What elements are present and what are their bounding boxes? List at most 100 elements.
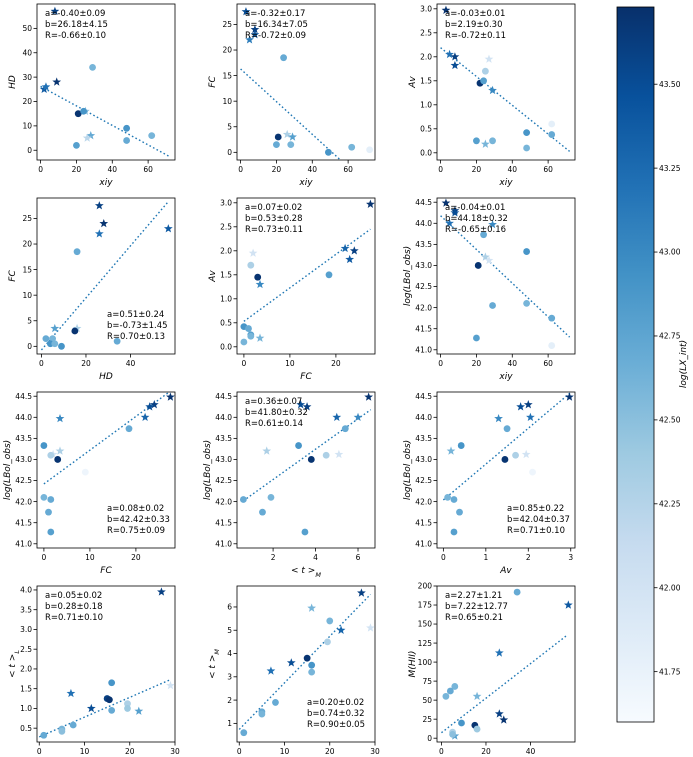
data-point-circle	[73, 248, 81, 256]
data-point-star	[86, 703, 96, 713]
data-point-star	[494, 709, 504, 718]
data-point-star	[86, 131, 96, 140]
y-tick-label: 200	[418, 582, 433, 591]
y-tick-label: 5	[227, 122, 232, 131]
fit-line	[240, 68, 342, 160]
data-point-star	[282, 129, 292, 139]
y-tick-label: 25	[422, 715, 432, 724]
data-point-circle	[81, 468, 89, 476]
data-point-star	[563, 600, 573, 609]
data-point-star	[245, 35, 254, 44]
y-tick-label: 43.0	[415, 455, 432, 464]
data-point-star	[166, 680, 175, 690]
x-axis-label: < t >M	[291, 566, 321, 579]
x-tick-label: 40	[507, 359, 517, 368]
data-point-circle	[548, 131, 556, 138]
data-point-circle	[512, 451, 519, 459]
data-point-circle	[456, 508, 463, 516]
colorbar-tick-label: 41.75	[659, 667, 681, 676]
x-axis-label: FC	[100, 566, 112, 576]
x-tick-label: 0	[39, 359, 44, 368]
y-tick-label: 43.0	[15, 455, 32, 464]
data-point-circle	[274, 133, 282, 141]
data-point-star	[145, 402, 155, 411]
y-tick-label: 10	[22, 291, 32, 300]
y-tick-label: 41.5	[215, 518, 232, 527]
annotation-line: b=7.22±12.77	[445, 602, 508, 612]
data-point-circle	[489, 302, 496, 309]
y-tick-label: 25	[22, 214, 32, 223]
x-axis-label: Av	[499, 566, 512, 576]
plot-area	[239, 392, 374, 536]
data-point-circle	[258, 710, 266, 718]
y-tick-label: 0	[27, 342, 32, 351]
y-tick-label: 5	[27, 316, 32, 325]
annotation-line: R=0.65±0.21	[445, 613, 503, 623]
x-tick-label: 0	[439, 747, 444, 756]
data-point-star	[446, 446, 456, 455]
colorbar-tick-label: 42.25	[659, 500, 681, 509]
data-point-circle	[280, 54, 287, 62]
data-point-star	[99, 218, 109, 228]
data-point-circle	[444, 494, 452, 501]
y-tick-label: 40	[22, 48, 32, 57]
y-tick-label: 2	[227, 696, 232, 705]
y-tick-label: 42.0	[415, 303, 432, 312]
x-tick-label: 0	[242, 359, 247, 368]
y-tick-label: 0.0	[220, 343, 232, 352]
x-tick-label: 60	[143, 165, 153, 174]
y-tick-label: 20	[22, 97, 32, 106]
annotation-line: R=0.73±0.11	[245, 225, 303, 235]
y-tick-label: 30	[22, 73, 32, 82]
data-point-star	[307, 603, 317, 612]
y-tick-label: 6	[227, 603, 232, 612]
data-point-circle	[80, 107, 87, 115]
fit-line	[40, 85, 170, 158]
annotation-line: R=0.90±0.05	[307, 720, 365, 730]
annotation-line: R=-0.72±0.11	[445, 31, 506, 41]
x-axis-label: xiy	[298, 178, 313, 188]
annotation-line: R=-0.66±0.10	[45, 31, 106, 41]
plot-area	[238, 588, 375, 737]
fit-line	[40, 201, 169, 351]
y-tick-label: 42.0	[15, 497, 32, 506]
panel-xiy-fc: 0 20 40 60 0 5 10 15 20 25 xiy FC a=-0.32±0.17b=16.3…	[208, 3, 376, 188]
x-tick-label: 2	[271, 553, 276, 562]
y-tick-label: 41.5	[15, 518, 32, 527]
x-tick-label: 40	[126, 359, 136, 368]
y-tick-label: 44.5	[415, 198, 432, 207]
data-point-circle	[71, 327, 79, 335]
y-tick-label: 44.5	[215, 392, 232, 401]
plot-area	[440, 198, 571, 349]
data-point-circle	[473, 725, 481, 733]
data-point-circle	[295, 442, 302, 449]
data-point-star	[248, 248, 258, 257]
y-tick-label: 41.0	[415, 539, 432, 548]
data-point-circle	[89, 63, 96, 71]
annotation-line: a=0.05±0.02	[45, 591, 102, 601]
x-tick-label: 3	[568, 553, 573, 562]
data-point-circle	[501, 456, 509, 463]
y-axis-label: HD	[8, 75, 18, 89]
y-tick-label: 43.5	[415, 434, 432, 443]
annotation-line: R=0.61±0.14	[245, 419, 303, 429]
data-point-circle	[326, 617, 334, 625]
plot-frame	[236, 3, 376, 161]
y-tick-label: 150	[418, 620, 433, 629]
data-point-star	[94, 229, 104, 238]
y-tick-label: 42.0	[415, 497, 432, 506]
data-point-circle	[548, 120, 556, 128]
y-tick-label: 43.5	[215, 434, 232, 443]
data-point-circle	[307, 456, 315, 463]
data-point-circle	[58, 342, 65, 350]
y-tick-label: 10	[222, 97, 232, 106]
data-point-circle	[480, 77, 487, 85]
y-tick-label: 42.5	[415, 282, 432, 291]
y-tick-label: 2.5	[20, 645, 32, 654]
x-tick-label: 10	[285, 359, 295, 368]
y-tick-label: 43.0	[415, 261, 432, 270]
colorbar-gradient	[616, 6, 655, 723]
y-tick-label: 25	[222, 20, 232, 29]
x-tick-label: 0	[441, 553, 446, 562]
data-point-circle	[47, 451, 55, 459]
